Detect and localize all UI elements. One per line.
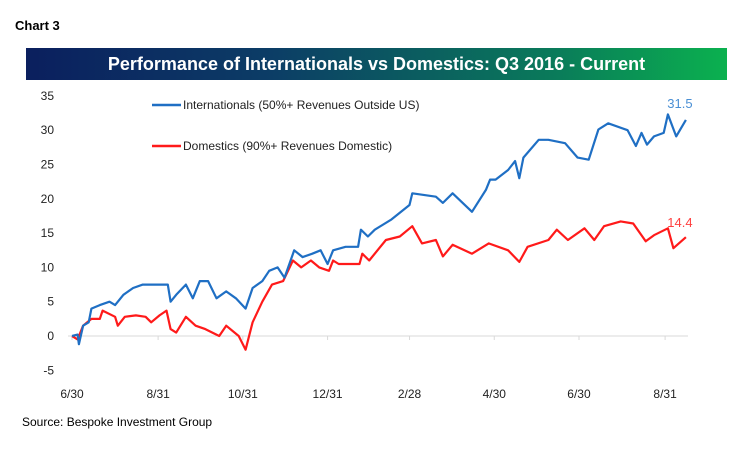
y-tick-label: 25 [41,158,55,172]
legend-label-internationals: Internationals (50%+ Revenues Outside US… [183,98,419,112]
y-tick-label: -5 [43,363,54,377]
domestics-line [71,220,687,351]
x-tick-label: 8/31 [653,387,677,401]
x-tick-label: 12/31 [313,387,343,401]
chart-label: Chart 3 [15,18,60,33]
x-tick-label: 6/30 [567,387,591,401]
y-tick-label: 0 [47,329,54,343]
y-tick-label: 20 [41,192,55,206]
chart-title: Performance of Internationals vs Domesti… [26,48,727,80]
x-tick-label: 2/28 [398,387,422,401]
internationals-end-label: 31.5 [667,96,692,111]
internationals-line [71,113,687,346]
x-tick-label: 10/31 [228,387,258,401]
x-tick-label: 4/30 [483,387,507,401]
source-note: Source: Bespoke Investment Group [22,415,213,429]
y-tick-label: 5 [47,295,54,309]
y-tick-label: 15 [41,226,55,240]
legend-label-domestics: Domestics (90%+ Revenues Domestic) [183,139,392,153]
x-tick-label: 8/31 [146,387,170,401]
y-tick-label: 30 [41,123,55,137]
domestics-end-label: 14.4 [667,215,692,230]
x-tick-label: 6/30 [60,387,84,401]
y-tick-label: 10 [41,260,55,274]
y-tick-label: 35 [41,89,55,103]
